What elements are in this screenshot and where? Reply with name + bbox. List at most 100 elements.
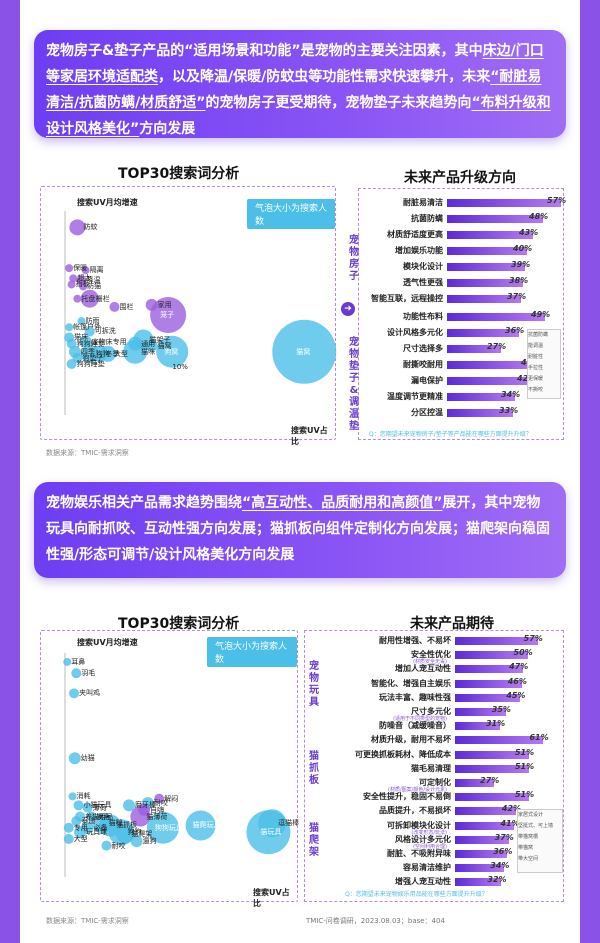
bubble-point — [246, 810, 291, 855]
bar-rows-2: 耐用性增强、不易坏 57% 安全性优化 50% (材质安全无毒) 增加人宠互动性 47% 智能… — [355, 633, 565, 891]
bubble-label: 羽毛 — [81, 669, 96, 678]
bubble-point — [67, 280, 76, 289]
bubble-label: 猫咪 — [108, 819, 123, 828]
bubble-label: 猫窝 — [157, 341, 172, 350]
bubble-label: 防蚊 — [83, 223, 98, 232]
bubble-label: 猫架子 — [149, 335, 171, 344]
bar2-sub-legend: 家居式设计 坚挺式、可上墙 带猫窝槽 带猫窝 带大空间 — [517, 809, 563, 873]
bubble-point — [65, 264, 74, 273]
bar-row: 材质舒适度更高 43% — [359, 227, 565, 243]
chart2-ylabel: 搜索UV月均增速 — [77, 638, 138, 647]
legend-item: 带大空间 — [518, 856, 539, 862]
bubble-point — [123, 799, 136, 812]
bubble-label: 猫爬架 — [131, 830, 153, 839]
bar-value: 40% — [513, 244, 533, 253]
bar-label: 可定制化 — [419, 778, 451, 787]
legend-item: 能调温 — [528, 343, 544, 349]
bubble-label: 隔离 — [89, 266, 104, 275]
bubble-point — [68, 752, 81, 765]
bubble-label: 超大 — [77, 274, 92, 283]
bubble-point — [66, 359, 77, 369]
bubble-label: 玩具球 — [86, 828, 108, 837]
legend-item: 耐脏性 — [528, 354, 544, 360]
bar-label: 安全性提升，稳固不易倒 — [363, 792, 451, 802]
bar-row: 猫毛易清理 51% — [359, 761, 565, 777]
bar-row: 容易清洁维护 34% — [359, 860, 565, 876]
bubble-point — [80, 289, 99, 308]
bar-fill — [447, 231, 533, 239]
bubble-point — [77, 317, 86, 326]
bubble-label: 解闷 — [164, 794, 179, 803]
bar-value: 31% — [485, 719, 506, 729]
bar-value: 51% — [514, 761, 535, 771]
bubble-label: 狗垫子 — [82, 353, 104, 362]
bar-fill — [447, 247, 527, 255]
bar-value: 61% — [529, 733, 549, 743]
bar-value: 41% — [500, 818, 520, 828]
bar-label: 温度调节更精准 — [387, 392, 443, 401]
bar-row: 耐脏、不吸附异味 36% — [359, 846, 565, 862]
bar-value: 45% — [506, 690, 526, 700]
bubble-label: 狗狗玩具 — [154, 823, 183, 832]
banner2-underline: “高互动性、品质耐用和高颜值” — [242, 495, 443, 511]
banner1-text: 是宠物的主要关注因素，其中 — [300, 43, 483, 59]
bubble-label: 狗狗睡垫 — [76, 360, 105, 368]
bubble-point — [185, 810, 216, 841]
bar-value: 48% — [529, 212, 549, 221]
bar-fill — [447, 393, 515, 401]
bubble-point — [69, 219, 86, 236]
bubble-label: 耐咬 — [111, 841, 126, 850]
bar-label: 材质舒适度更高 — [387, 230, 443, 239]
bar-rows-1: 耐脏易清洁 57% 抗菌防螨 48% 材质舒适度更高 43% 增加娱乐功能 40% 模块化设计 3… — [359, 195, 566, 425]
bar-row: 尺寸选择多 27% — [359, 341, 565, 357]
bar-row: 防噪音（减缓噪音） 31% — [359, 718, 565, 734]
bar-fill — [455, 693, 521, 702]
bubble-point — [63, 833, 74, 844]
bar-fill — [455, 864, 505, 873]
bubble-label: 狗窝 — [164, 347, 179, 356]
bar-label: 品质提升，不易损坏 — [379, 806, 451, 816]
bar-row: 增加娱乐功能 40% — [359, 243, 565, 259]
legend-item: 带猫窝槽 — [518, 834, 539, 840]
bar-label: 智能化、增强自主娱乐 — [371, 678, 451, 688]
bubble-point — [123, 339, 148, 364]
bar-value: 32% — [487, 875, 507, 885]
chart2-title: TOP30搜索词分析 — [118, 616, 240, 632]
bubble-point — [63, 657, 72, 666]
bar-row: 可拆卸模块化设计 41% (改变形态/玩法) — [359, 818, 565, 836]
banner1-underline: 床边/门口等家居环境适配类 — [46, 43, 544, 85]
bar-fill — [455, 807, 516, 816]
bars1-title: 未来产品升级方向 — [404, 170, 516, 186]
bubble-label: 猫抓板 — [116, 821, 138, 830]
bar-label: 防噪音（减缓噪音） — [379, 721, 451, 731]
bar-label: 可拆卸模块化设计 — [387, 820, 451, 830]
bars2-question: Q：您期望未来宠物娱乐用品能在哪些方面提升升级？ — [345, 891, 488, 898]
bar-label: 抗菌防螨 — [411, 214, 443, 223]
chart1-title: TOP30搜索词分析 — [118, 166, 240, 182]
bar-note: (空间利用合理) — [413, 843, 447, 850]
bar-fill — [447, 313, 545, 321]
bar-value: 34% — [501, 390, 521, 399]
insight-banner-1: 宠物房子&垫子产品的“适用场景和功能”是宠物的主要关注因素，其中床边/门口等家居… — [34, 30, 566, 138]
bar-label: 透气性更强 — [403, 278, 443, 287]
bubble-label: 泰迪 — [81, 817, 96, 825]
bar-fill — [455, 679, 522, 688]
bar-fill — [455, 779, 495, 787]
bar-label: 增加人宠互动性 — [395, 664, 451, 674]
bar-row: 模块化设计 39% — [359, 259, 565, 275]
bar-row: 玩法丰富、趣味性强 45% — [359, 690, 565, 706]
bar-value: 57% — [523, 634, 543, 643]
bubble-point — [63, 822, 74, 833]
group-label-tree: 猫爬架 — [309, 823, 319, 858]
bar-value: 27% — [480, 776, 500, 785]
chart2-xlabel: 搜索UV占比 — [253, 888, 290, 908]
survey-footer: TMIC-问卷调研，2023.08.03；base：404 — [306, 917, 445, 925]
bar-fill — [447, 345, 501, 353]
bar-fill — [455, 736, 544, 745]
bubble-label: 保暖 — [73, 264, 88, 273]
bubble-chart-1-svg — [64, 211, 337, 415]
bar-fill — [455, 793, 529, 802]
bar-value: 39% — [511, 260, 531, 269]
bar-label: 耐用性增强、不易坏 — [379, 636, 451, 645]
bar-row: 耐脏易清洁 57% — [359, 195, 566, 211]
